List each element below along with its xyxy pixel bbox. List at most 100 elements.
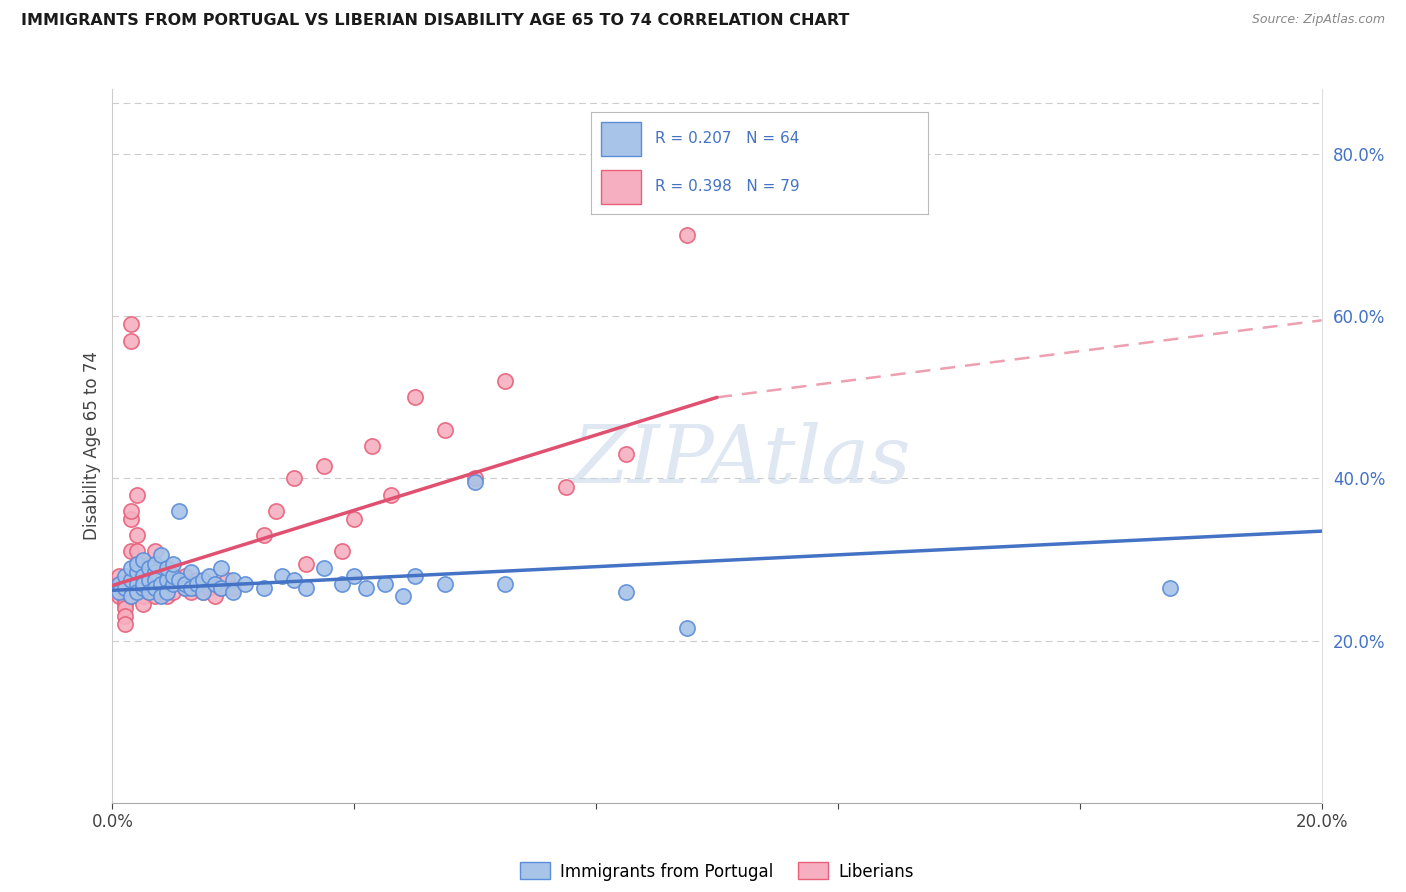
Point: [125, 577, 148, 591]
Point: [162, 577, 184, 591]
Point: [174, 568, 197, 582]
Point: [270, 568, 292, 582]
Point: [120, 504, 142, 518]
Point: [180, 577, 202, 591]
Point: [204, 577, 226, 591]
Point: [180, 581, 202, 595]
Point: [132, 589, 155, 603]
Point: [125, 557, 148, 571]
Point: [174, 581, 197, 595]
Point: [114, 581, 136, 595]
Point: [114, 617, 136, 632]
Point: [222, 573, 245, 587]
Text: Source: ZipAtlas.com: Source: ZipAtlas.com: [1251, 13, 1385, 27]
Point: [107, 585, 129, 599]
Point: [330, 544, 353, 558]
Point: [125, 585, 148, 599]
Point: [343, 568, 366, 582]
Point: [186, 573, 208, 587]
Text: IMMIGRANTS FROM PORTUGAL VS LIBERIAN DISABILITY AGE 65 TO 74 CORRELATION CHART: IMMIGRANTS FROM PORTUGAL VS LIBERIAN DIS…: [21, 13, 849, 29]
Point: [283, 471, 305, 485]
Point: [114, 609, 136, 624]
Point: [156, 573, 179, 587]
Point: [143, 573, 166, 587]
Point: [209, 581, 232, 595]
Point: [149, 577, 172, 591]
Point: [162, 568, 184, 582]
Point: [361, 439, 384, 453]
Point: [167, 573, 190, 587]
Point: [149, 589, 172, 603]
Point: [330, 577, 353, 591]
Point: [204, 577, 226, 591]
Point: [235, 577, 257, 591]
Point: [149, 577, 172, 591]
Point: [209, 581, 232, 595]
Point: [120, 560, 142, 574]
Point: [404, 390, 426, 404]
Point: [675, 622, 697, 636]
Point: [433, 577, 456, 591]
Point: [253, 581, 276, 595]
Point: [191, 573, 214, 587]
Point: [156, 589, 179, 603]
Point: [143, 557, 166, 571]
Point: [162, 585, 184, 599]
Point: [198, 568, 221, 582]
Point: [107, 568, 129, 582]
Point: [125, 577, 148, 591]
Point: [156, 585, 179, 599]
Point: [143, 581, 166, 595]
Point: [120, 573, 142, 587]
Point: [125, 557, 148, 571]
Point: [356, 581, 378, 595]
Point: [138, 585, 160, 599]
Point: [107, 577, 129, 591]
Point: [191, 585, 214, 599]
Point: [374, 577, 396, 591]
Point: [143, 589, 166, 603]
Point: [107, 581, 129, 595]
Point: [404, 568, 426, 582]
Point: [138, 568, 160, 582]
Point: [204, 589, 226, 603]
Point: [162, 568, 184, 582]
Point: [156, 560, 179, 574]
Point: [156, 573, 179, 587]
Point: [138, 560, 160, 574]
Point: [186, 577, 208, 591]
Point: [143, 581, 166, 595]
Point: [149, 585, 172, 599]
Point: [209, 560, 232, 574]
Point: [114, 593, 136, 607]
Point: [222, 585, 245, 599]
Point: [495, 577, 517, 591]
Point: [132, 560, 155, 574]
Y-axis label: Disability Age 65 to 74: Disability Age 65 to 74: [83, 351, 101, 541]
Point: [120, 544, 142, 558]
Point: [616, 447, 638, 461]
Legend: Immigrants from Portugal, Liberians: Immigrants from Portugal, Liberians: [513, 855, 921, 888]
Point: [143, 560, 166, 574]
Point: [180, 565, 202, 579]
Point: [107, 577, 129, 591]
Point: [120, 589, 142, 603]
Point: [114, 568, 136, 582]
Point: [138, 573, 160, 587]
Point: [495, 374, 517, 388]
Point: [675, 228, 697, 243]
Point: [114, 601, 136, 615]
Point: [125, 585, 148, 599]
Point: [616, 585, 638, 599]
Point: [174, 581, 197, 595]
Point: [138, 577, 160, 591]
Point: [149, 565, 172, 579]
Text: R = 0.398   N = 79: R = 0.398 N = 79: [655, 179, 799, 194]
Point: [125, 488, 148, 502]
Point: [143, 573, 166, 587]
Point: [156, 581, 179, 595]
Point: [283, 573, 305, 587]
Point: [391, 589, 413, 603]
Point: [132, 581, 155, 595]
Point: [198, 581, 221, 595]
